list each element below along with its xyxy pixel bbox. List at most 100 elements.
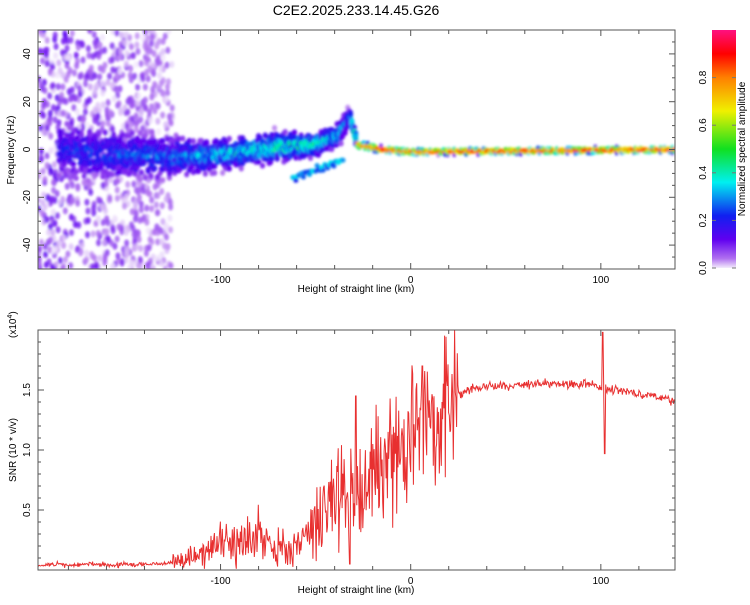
spectrogram-cell: [64, 44, 70, 52]
spectrogram-cell: [57, 67, 63, 75]
spectrogram-cell: [67, 67, 73, 75]
spectrogram-cell: [43, 51, 49, 59]
spectrogram-cell: [293, 177, 299, 183]
spectrogram-cell: [165, 89, 171, 97]
spectrogram-cell: [60, 83, 66, 91]
spectrogram-cell: [168, 119, 174, 127]
spectrogram-cell: [154, 42, 160, 50]
spectrogram-cell: [94, 82, 100, 90]
spectrogram-cell: [116, 223, 122, 231]
spectrogram-cell: [102, 129, 109, 136]
spectrogram-cell: [123, 193, 129, 201]
spectrogram-cell: [80, 56, 86, 64]
spectrogram-cell: [84, 98, 90, 106]
spectrogram-cell: [63, 54, 69, 62]
spectrogram-cell: [84, 198, 90, 206]
spectrogram-cell: [42, 175, 48, 183]
spectrogram-cell: [47, 196, 53, 204]
spectrogram-cell: [164, 61, 170, 69]
spectrogram-cell: [92, 117, 98, 125]
spectrogram-cell: [149, 33, 155, 41]
spectrogram-cell: [44, 216, 50, 224]
spectrogram-cell: [52, 219, 58, 227]
x-tick-label: 0: [408, 576, 414, 587]
spectrogram-cell: [291, 129, 298, 136]
spectrogram-cell: [130, 52, 136, 60]
spectrogram-cell: [148, 40, 154, 48]
spectrogram-cell: [135, 99, 141, 107]
colorbar-tick-label: 0.8: [698, 70, 709, 84]
spectrogram-cell: [114, 30, 120, 37]
spectrogram-cell: [138, 200, 144, 208]
spectrogram-cell: [85, 45, 91, 53]
spectrogram-cell: [86, 52, 92, 60]
spectrogram-cell: [149, 205, 155, 213]
spectrogram-cell: [300, 174, 306, 180]
spectrogram-cell: [61, 234, 67, 242]
spectrogram-x-label: Height of straight line (km): [298, 284, 415, 295]
spectrogram-cell: [88, 188, 94, 196]
spectrogram-cell: [143, 40, 149, 48]
spectrogram-cell: [115, 91, 121, 99]
spectrogram-cell: [75, 199, 81, 207]
spectrogram-cell: [68, 137, 74, 144]
spectrogram-cell: [134, 41, 140, 49]
spectrogram-cell: [90, 52, 96, 60]
spectrogram-cell: [114, 178, 121, 185]
spectrogram-cell: [105, 78, 111, 86]
spectrogram-cell: [48, 167, 54, 175]
spectrogram-cell: [180, 135, 186, 142]
spectrogram-cell: [112, 214, 118, 222]
spectrogram-cell: [168, 226, 174, 234]
spectrogram-cell: [110, 66, 116, 74]
spectrogram-cell: [164, 95, 170, 103]
spectrogram-cell: [38, 238, 44, 246]
spectrogram-cell: [145, 55, 151, 63]
spectrogram-cell: [61, 263, 67, 269]
spectrogram-cell: [145, 189, 151, 197]
spectrogram-cell: [136, 92, 142, 100]
spectrogram-cell: [63, 76, 69, 84]
spectrogram-cell: [119, 259, 125, 267]
spectrogram-cell: [117, 47, 123, 55]
spectrogram-cell: [57, 198, 63, 206]
spectrogram-cell: [134, 32, 140, 40]
spectrogram-cell: [331, 163, 337, 169]
spectrogram-cell: [44, 124, 50, 132]
colorbar-tick-label: 0.4: [698, 165, 709, 179]
spectrogram-cell: [38, 30, 43, 34]
spectrogram-cell: [68, 36, 74, 44]
spectrogram-cell: [118, 106, 124, 114]
spectrogram-cell: [141, 137, 147, 144]
spectrogram-cell: [99, 80, 105, 88]
spectrogram-cell: [114, 194, 120, 202]
spectrogram-cell: [52, 245, 58, 253]
spectrogram-cell: [129, 115, 135, 123]
spectrogram-cell: [55, 83, 61, 91]
spectrogram-cell: [50, 82, 56, 90]
x-tick-label: -100: [211, 275, 231, 286]
spectrogram-cell: [155, 238, 161, 246]
spectrogram-cell: [212, 163, 218, 170]
spectrogram-cell: [85, 217, 91, 225]
spectrogram-cell: [52, 172, 58, 180]
chart-title: C2E2.2025.233.14.45.G26: [273, 2, 440, 18]
spectrogram-cell: [148, 172, 154, 179]
spectrogram-cell: [56, 172, 62, 179]
spectrogram-cell: [97, 41, 103, 49]
spectrogram-cell: [274, 155, 280, 162]
spectrogram-cell: [48, 147, 54, 155]
spectrogram-cell: [124, 250, 130, 258]
spectrogram-cell: [129, 259, 135, 267]
spectrogram-cell: [307, 154, 314, 161]
spectrogram-cell: [143, 104, 149, 112]
spectrogram-cell: [50, 104, 56, 112]
x-tick-label: 0: [408, 275, 414, 286]
spectrogram-cell: [73, 51, 79, 59]
spectrogram-cell: [42, 86, 48, 94]
spectrogram-cell: [152, 107, 158, 115]
spectrogram-cell: [133, 61, 139, 69]
spectrogram-cell: [38, 260, 42, 268]
